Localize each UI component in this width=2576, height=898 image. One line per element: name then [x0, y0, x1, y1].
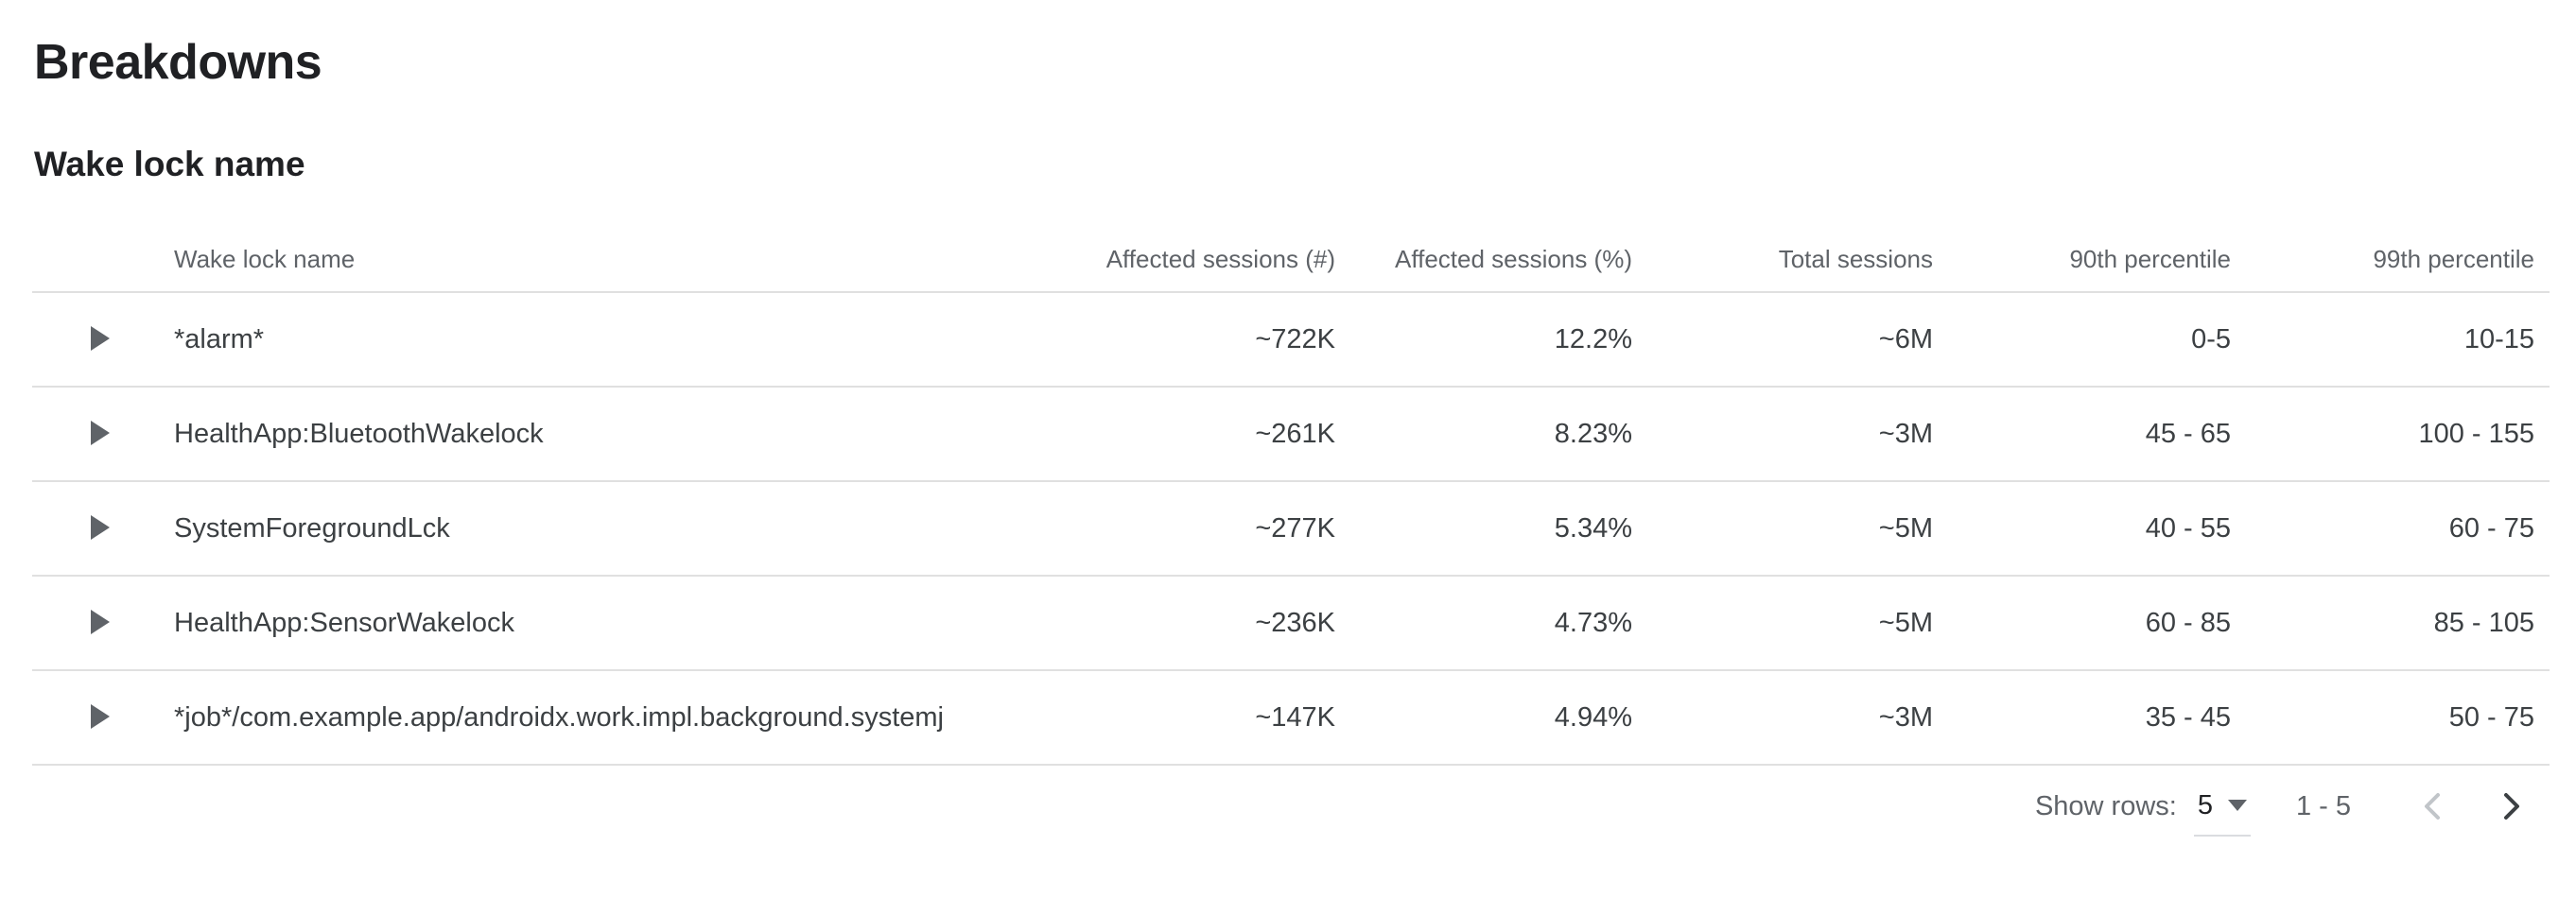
expand-row-button[interactable]	[85, 604, 115, 640]
next-page-button[interactable]	[2487, 784, 2532, 829]
column-header-affected-count: Affected sessions (#)	[1052, 185, 1335, 293]
affected-count-cell: ~147K	[1052, 670, 1335, 766]
triangle-right-icon	[91, 704, 110, 729]
p90-cell: 40 - 55	[1933, 481, 2231, 577]
expand-row-button[interactable]	[85, 509, 115, 545]
affected-pct-cell: 4.73%	[1335, 576, 1632, 671]
table-row: *job*/com.example.app/androidx.work.impl…	[32, 670, 2550, 766]
affected-pct-cell: 4.94%	[1335, 670, 1632, 766]
table-row: *alarm* ~722K 12.2% ~6M 0-5 10-15	[32, 292, 2550, 388]
p99-cell: 10-15	[2231, 292, 2550, 388]
p90-cell: 0-5	[1933, 292, 2231, 388]
table-row: SystemForegroundLck ~277K 5.34% ~5M 40 -…	[32, 481, 2550, 577]
column-header-wake-lock-name: Wake lock name	[174, 185, 1052, 293]
p99-cell: 100 - 155	[2231, 387, 2550, 482]
total-sessions-cell: ~5M	[1632, 576, 1933, 671]
triangle-right-icon	[91, 326, 110, 351]
rows-per-page-value: 5	[2197, 789, 2213, 820]
total-sessions-cell: ~3M	[1632, 387, 1933, 482]
chevron-right-icon	[2504, 793, 2519, 820]
expand-row-button[interactable]	[85, 415, 115, 451]
affected-pct-cell: 5.34%	[1335, 481, 1632, 577]
p90-cell: 35 - 45	[1933, 670, 2231, 766]
section-title: Wake lock name	[34, 145, 305, 183]
table-row: HealthApp:SensorWakelock ~236K 4.73% ~5M…	[32, 576, 2550, 671]
table-header-row: Wake lock name Affected sessions (#) Aff…	[32, 185, 2550, 293]
previous-page-button[interactable]	[2411, 784, 2457, 829]
p99-cell: 60 - 75	[2231, 481, 2550, 577]
page-range: 1 - 5	[2295, 790, 2351, 821]
affected-pct-cell: 8.23%	[1335, 387, 1632, 482]
affected-count-cell: ~236K	[1052, 576, 1335, 671]
p90-cell: 60 - 85	[1933, 576, 2231, 671]
caret-down-icon	[2227, 800, 2247, 811]
wake-lock-name-cell: HealthApp:BluetoothWakelock	[174, 387, 1052, 482]
show-rows-label: Show rows:	[2034, 790, 2177, 821]
table-pagination: Show rows: 5 1 - 5	[0, 766, 2576, 847]
wake-lock-table: Wake lock name Affected sessions (#) Aff…	[32, 185, 2550, 766]
expand-row-button[interactable]	[85, 699, 115, 734]
affected-pct-cell: 12.2%	[1335, 292, 1632, 388]
total-sessions-cell: ~3M	[1632, 670, 1933, 766]
column-header-90th-percentile: 90th percentile	[1933, 185, 2231, 293]
affected-count-cell: ~277K	[1052, 481, 1335, 577]
rows-per-page-select[interactable]: 5	[2193, 789, 2251, 837]
triangle-right-icon	[91, 515, 110, 540]
column-header-total-sessions: Total sessions	[1632, 185, 1933, 293]
column-header-affected-pct: Affected sessions (%)	[1335, 185, 1632, 293]
wake-lock-name-cell: HealthApp:SensorWakelock	[174, 576, 1052, 671]
total-sessions-cell: ~6M	[1632, 292, 1933, 388]
triangle-right-icon	[91, 610, 110, 634]
affected-count-cell: ~722K	[1052, 292, 1335, 388]
wake-lock-name-cell: *job*/com.example.app/androidx.work.impl…	[174, 670, 1052, 766]
page-title: Breakdowns	[34, 35, 322, 90]
column-header-expander	[32, 185, 174, 293]
total-sessions-cell: ~5M	[1632, 481, 1933, 577]
table-row: HealthApp:BluetoothWakelock ~261K 8.23% …	[32, 387, 2550, 482]
chevron-left-icon	[2425, 793, 2440, 820]
expand-row-button[interactable]	[85, 320, 115, 356]
wake-lock-name-cell: SystemForegroundLck	[174, 481, 1052, 577]
p99-cell: 50 - 75	[2231, 670, 2550, 766]
wake-lock-name-cell: *alarm*	[174, 292, 1052, 388]
p90-cell: 45 - 65	[1933, 387, 2231, 482]
column-header-99th-percentile: 99th percentile	[2231, 185, 2550, 293]
triangle-right-icon	[91, 421, 110, 445]
p99-cell: 85 - 105	[2231, 576, 2550, 671]
affected-count-cell: ~261K	[1052, 387, 1335, 482]
